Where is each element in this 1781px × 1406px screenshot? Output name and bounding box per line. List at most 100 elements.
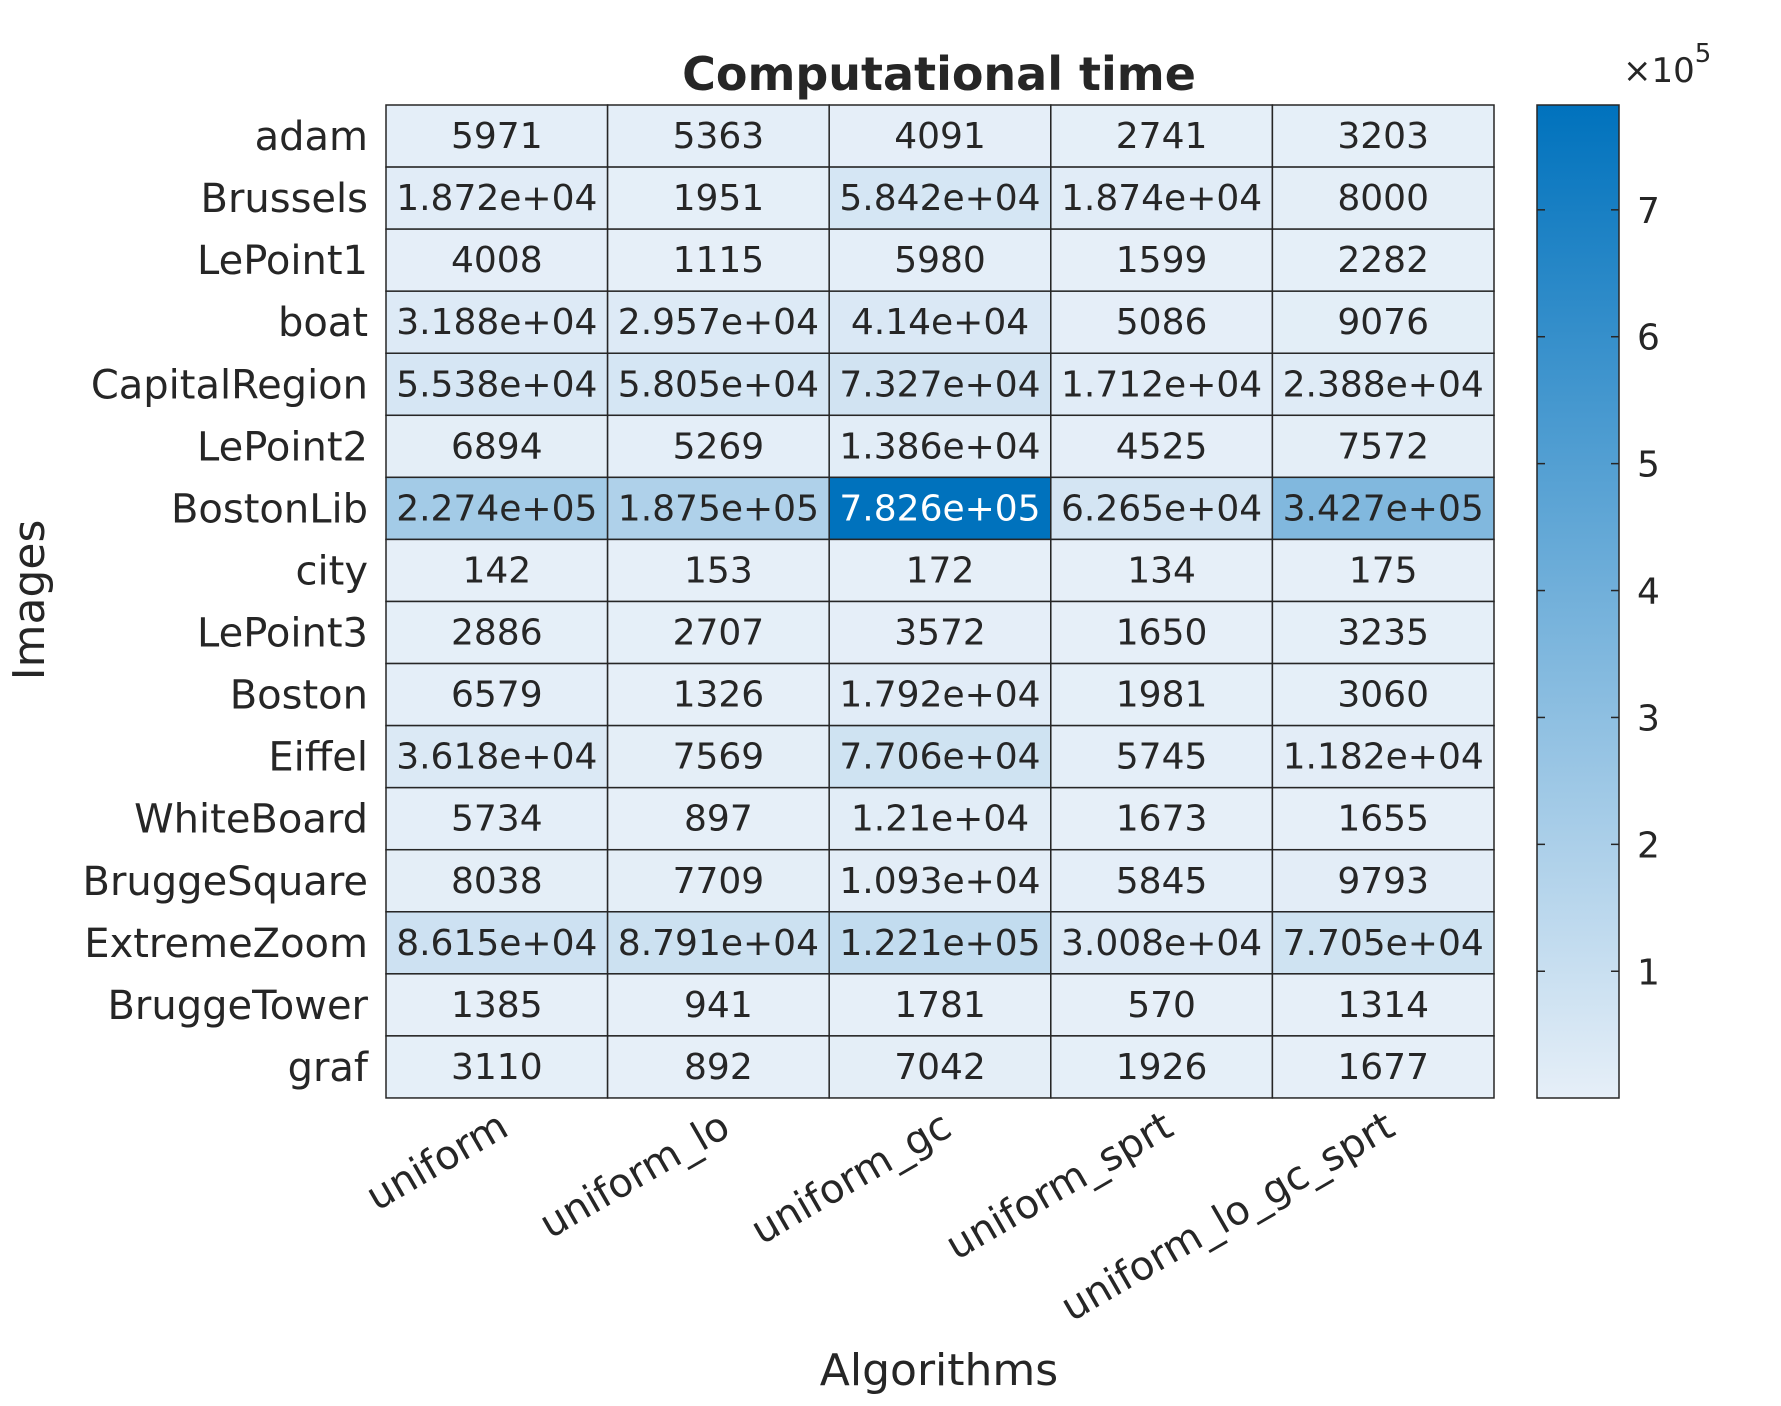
- cell-value-label: 1673: [1116, 799, 1208, 840]
- heatmap-cell: [828, 166, 1052, 230]
- heatmap-cell: [1271, 414, 1495, 479]
- heatmap-cell: [1271, 538, 1495, 603]
- cell-value-label: 172: [906, 550, 975, 591]
- heatmap-cell: [385, 476, 609, 541]
- colorbar: [1536, 104, 1620, 1099]
- cell-value-label: 5.538e+04: [396, 364, 597, 405]
- cell-value-label: 1781: [894, 985, 986, 1026]
- heatmap-cell: [1050, 973, 1274, 1037]
- cell-value-label: 4525: [1116, 426, 1208, 467]
- heatmap-cell: [1050, 662, 1274, 727]
- cell-value-label: 2707: [673, 613, 765, 654]
- heatmap-cell: [606, 538, 830, 603]
- heatmap-cell: [1271, 662, 1495, 727]
- column-labels: uniform uniform_lo uniform_gcuniform_sprtu…: [358, 1103, 1402, 1331]
- heatmap-cell: [1271, 848, 1495, 913]
- colorbar-tick-label: 2: [1637, 825, 1660, 866]
- heatmap-cell: [1271, 228, 1495, 292]
- cell-value-label: 3.008e+04: [1061, 923, 1262, 964]
- cell-value-label: 3060: [1337, 675, 1429, 716]
- cell-value-label: 1115: [673, 240, 765, 281]
- heatmap-cell: [606, 1035, 830, 1099]
- heatmap-cell: [385, 104, 609, 168]
- cell-value-label: 175: [1349, 550, 1418, 591]
- heatmap-cell: [828, 724, 1052, 789]
- heatmap-cell: [606, 973, 830, 1037]
- heatmap-cell: [828, 290, 1052, 354]
- cell-value-label: 3110: [451, 1047, 543, 1088]
- cell-value-label: 2741: [1116, 116, 1208, 157]
- heatmap-cell: [1050, 538, 1274, 603]
- heatmap-cell: [606, 662, 830, 727]
- colorbar-tick-label: 5: [1637, 445, 1660, 486]
- column-label: uniform_gc: [743, 1103, 959, 1254]
- cell-value-label: 3.618e+04: [396, 737, 597, 778]
- row-label: city: [296, 548, 368, 594]
- cell-value-label: 2.274e+05: [396, 488, 597, 529]
- cell-value-label: 3.188e+04: [396, 302, 597, 343]
- cell-value-label: 9076: [1337, 302, 1429, 343]
- row-label: graf: [288, 1045, 369, 1091]
- cell-value-label: 7.327e+04: [839, 364, 1040, 405]
- heatmap-cell: [1050, 104, 1274, 168]
- heatmap-cell: [385, 848, 609, 913]
- heatmap-cell: [1271, 973, 1495, 1037]
- cell-value-label: 1.872e+04: [396, 178, 597, 219]
- cell-value-label: 7572: [1337, 426, 1429, 467]
- row-label: boat: [278, 300, 368, 346]
- heatmap-cell: [606, 290, 830, 354]
- row-label: LePoint2: [197, 424, 368, 470]
- cell-value-label: 8.791e+04: [618, 923, 819, 964]
- cell-value-label: 4.14e+04: [851, 302, 1029, 343]
- cell-value-label: 153: [684, 550, 753, 591]
- row-labels: adam Brussels LePoint1 boat CapitalRegion LeP…: [83, 114, 369, 1091]
- row-label: CapitalRegion: [91, 362, 368, 408]
- heatmap-cell: [1050, 848, 1274, 913]
- cell-value-label: 4008: [451, 240, 543, 281]
- cell-value-label: 941: [684, 985, 753, 1026]
- heatmap-cell: [828, 973, 1052, 1037]
- heatmap-cell: [1271, 166, 1495, 230]
- heatmap-cell: [606, 414, 830, 479]
- row-label: Brussels: [201, 176, 368, 222]
- colorbar-tick-label: 4: [1637, 572, 1660, 613]
- cell-value-label: 6.265e+04: [1061, 488, 1262, 529]
- cell-value-label: 1677: [1337, 1047, 1429, 1088]
- cell-value-label: 1655: [1337, 799, 1429, 840]
- row-label: BostonLib: [171, 486, 368, 532]
- heatmap-cell: [1271, 352, 1495, 417]
- heatmap-cell: [1271, 724, 1495, 789]
- cell-value-label: 1.182e+04: [1283, 737, 1484, 778]
- heatmap-cell: [1050, 911, 1274, 975]
- heatmap-cell: [385, 662, 609, 727]
- heatmap-cell: [385, 166, 609, 230]
- cell-value-label: 1981: [1116, 675, 1208, 716]
- cell-value-label: 6579: [451, 675, 543, 716]
- heatmap-cell: [1271, 911, 1495, 975]
- cell-value-label: 1.712e+04: [1061, 364, 1262, 405]
- cell-value-label: 7569: [673, 737, 765, 778]
- cell-value-label: 3203: [1337, 116, 1429, 157]
- heatmap-cell: [1050, 228, 1274, 292]
- colorbar-tick-label: 7: [1637, 191, 1660, 232]
- cell-value-label: 1599: [1116, 240, 1208, 281]
- colorbar-exponent: ×105: [1623, 39, 1711, 91]
- colorbar-exponent-base: ×10: [1623, 51, 1695, 91]
- cell-value-label: 1326: [673, 675, 765, 716]
- cell-value-label: 897: [684, 799, 753, 840]
- heatmap-cell: [1271, 1035, 1495, 1099]
- heatmap-cell: [1050, 786, 1274, 851]
- cell-value-label: 5.842e+04: [839, 178, 1040, 219]
- cell-value-label: 1.21e+04: [851, 799, 1029, 840]
- chart-title: Computational time: [682, 47, 1196, 101]
- heatmap-cell: [385, 290, 609, 354]
- cell-value-label: 892: [684, 1047, 753, 1088]
- cell-value-label: 1385: [451, 985, 543, 1026]
- colorbar-tick-label: 6: [1637, 318, 1660, 359]
- cell-value-label: 1951: [673, 178, 765, 219]
- heatmap-cell: [385, 538, 609, 603]
- cell-value-label: 5363: [673, 116, 765, 157]
- cell-value-label: 134: [1127, 550, 1196, 591]
- cell-value-label: 142: [462, 550, 531, 591]
